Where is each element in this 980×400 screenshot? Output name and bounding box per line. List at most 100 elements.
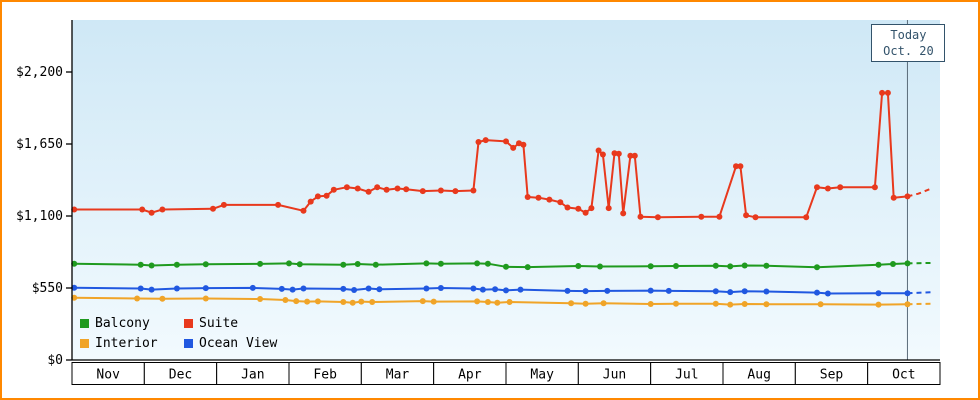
data-point [257,260,264,267]
data-point [71,294,78,301]
data-point [330,186,337,193]
data-point [503,138,509,145]
data-point [369,299,376,305]
data-point [419,188,426,195]
data-point [875,261,882,268]
data-point [575,205,582,212]
data-point [595,147,602,154]
data-point [470,187,477,194]
data-point [631,152,638,159]
data-point [605,205,612,212]
y-axis-tick-label: $1,650 [16,137,63,152]
data-point [733,163,739,170]
data-point [139,206,146,213]
data-point [286,260,292,267]
series-markers-suite [71,89,911,221]
y-axis-tick-label: $550 [32,281,63,296]
data-point [665,287,672,294]
data-point [712,300,719,307]
data-point [71,284,78,291]
data-point [524,194,531,200]
data-point [423,285,430,292]
month-label: Jul [675,368,698,383]
data-point [615,150,622,157]
data-point [475,139,482,145]
data-point [202,285,209,292]
data-point [763,301,770,308]
data-point [372,261,379,268]
data-point [503,287,509,294]
month-label: Aug [747,368,770,383]
data-point [727,263,734,270]
data-point [582,300,589,307]
data-point [354,185,361,192]
data-point [546,196,553,203]
data-point [340,261,347,268]
data-point [202,261,209,268]
data-point [890,194,897,201]
data-point [494,299,501,306]
month-label: Dec [169,368,192,383]
data-point [210,205,216,212]
data-point [374,184,381,191]
data-point [492,286,499,293]
series-markers-ocean-view [71,284,911,297]
data-point [627,152,634,159]
data-point [620,210,627,217]
data-point [71,206,78,213]
data-point [159,206,166,213]
data-point [875,290,882,297]
data-point [741,262,748,269]
month-label: Sep [820,368,844,383]
month-label: Oct [892,368,915,383]
data-point [582,209,589,216]
month-label: Jan [241,368,264,383]
series-forecast-ocean-view [907,291,933,295]
data-point [884,89,891,96]
legend-item-balcony: Balcony [80,316,184,331]
series-forecast-interior [907,302,933,306]
data-point [654,214,661,221]
data-point [304,298,311,305]
data-point [314,298,321,305]
data-point [727,289,734,296]
data-point [220,201,227,208]
data-point [763,288,770,295]
data-point [582,288,589,295]
month-cell [867,362,941,385]
data-point [904,193,911,200]
data-point [871,184,878,191]
legend-item-interior: Interior [80,336,184,351]
interior-color-swatch-icon [80,338,89,348]
data-point [296,261,303,268]
data-point [716,213,723,220]
data-point [423,260,430,267]
data-point [890,261,896,267]
plot-background [72,20,940,360]
data-point [300,207,307,214]
data-point [673,263,679,269]
data-point [763,262,770,269]
legend-label-interior: Interior [95,335,158,351]
data-point [698,213,705,220]
data-point [358,298,365,305]
data-point [351,287,358,293]
data-point [437,260,444,267]
data-point [503,263,509,270]
data-point [647,301,654,307]
data-point [743,212,750,219]
data-point [588,205,595,212]
data-point [837,184,844,191]
data-point [278,285,285,292]
data-point [148,209,155,216]
data-point [520,141,527,148]
legend-label-balcony: Balcony [95,315,150,331]
data-point [647,263,654,270]
data-point [712,288,719,295]
data-point [568,300,575,307]
data-point [737,163,744,170]
data-point [535,194,542,201]
data-point [419,298,426,305]
series-forecast-suite [907,186,934,198]
data-point [600,300,607,307]
